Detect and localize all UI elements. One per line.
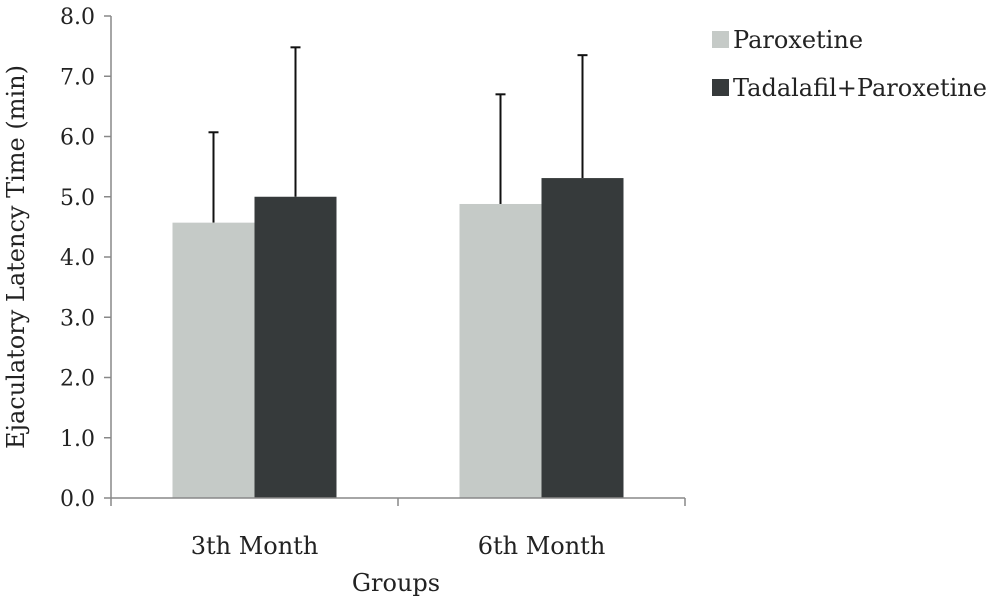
- legend-swatch: [712, 31, 729, 48]
- bar-paroxetine: [172, 222, 255, 498]
- bar-tadalafil-paroxetine: [541, 178, 624, 498]
- bars: [172, 178, 624, 499]
- y-tick-label: 3.0: [60, 306, 95, 331]
- error-bars: [208, 46, 588, 223]
- y-tick-label: 7.0: [60, 65, 95, 90]
- y-tick-label: 6.0: [60, 126, 95, 151]
- bar-tadalafil-paroxetine: [254, 196, 337, 498]
- y-axis-title: Ejaculatory Latency Time (min): [2, 65, 30, 449]
- legend-label: Paroxetine: [733, 26, 863, 54]
- x-category-label: 3th Month: [191, 532, 319, 560]
- y-tick-label: 8.0: [60, 5, 95, 30]
- legend-swatch: [712, 79, 729, 96]
- x-axis-title: Groups: [352, 569, 440, 597]
- legend: Paroxetine Tadalafil+Paroxetine: [712, 26, 987, 102]
- y-tick-label: 4.0: [60, 246, 95, 271]
- y-tick-label: 1.0: [60, 427, 95, 452]
- legend-label: Tadalafil+Paroxetine: [733, 74, 987, 102]
- bar-paroxetine: [459, 203, 542, 499]
- y-tick-label: 0.0: [60, 487, 95, 512]
- y-tick-label: 2.0: [60, 367, 95, 392]
- y-ticks: 0.0 1.0 2.0 3.0 4.0 5.0 6.0 7.0 8.0: [60, 5, 111, 512]
- x-ticks: 3th Month 6th Month: [110, 498, 686, 560]
- x-category-label: 6th Month: [478, 532, 606, 560]
- y-tick-label: 5.0: [60, 186, 95, 211]
